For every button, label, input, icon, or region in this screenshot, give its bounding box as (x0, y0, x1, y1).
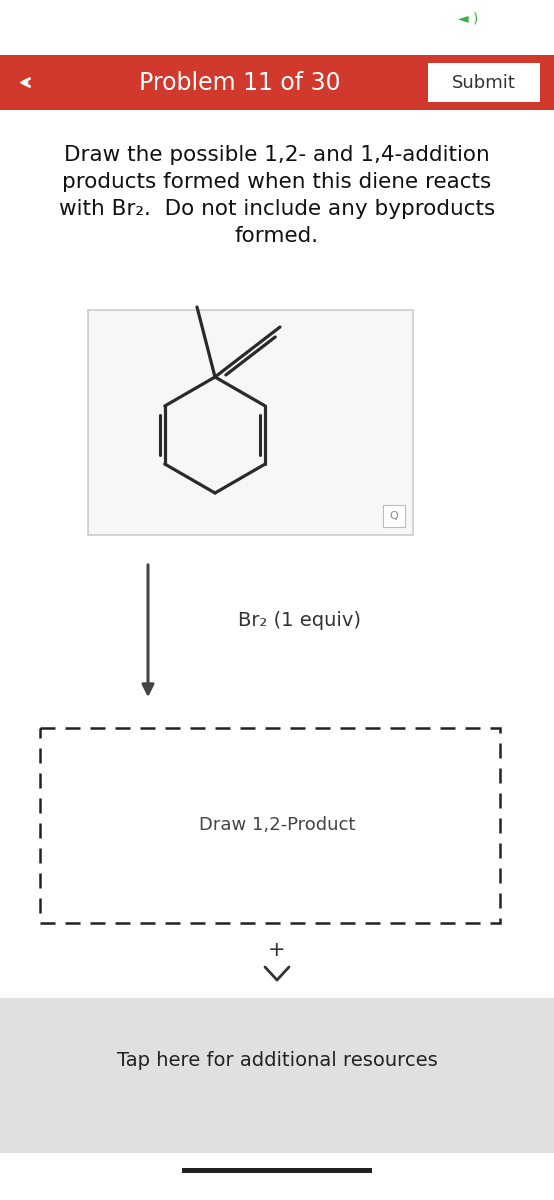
Bar (383, 505, 405, 527)
Text: with Br₂.  Do not include any byproducts: with Br₂. Do not include any byproducts (59, 199, 495, 218)
Text: Submit: Submit (452, 73, 516, 91)
Text: ◄ ): ◄ ) (458, 11, 478, 25)
Text: Br₂ (1 equiv): Br₂ (1 equiv) (239, 611, 362, 630)
Text: formed.: formed. (235, 226, 319, 246)
Bar (0, 998, 554, 1153)
Text: Problem 11 of 30: Problem 11 of 30 (139, 71, 341, 95)
Bar (182, 1168, 372, 1174)
Text: Tap here for additional resources: Tap here for additional resources (117, 1050, 437, 1069)
Text: Draw 1,2-Product: Draw 1,2-Product (199, 816, 355, 834)
Text: Q: Q (389, 511, 398, 521)
Bar (428, 62, 540, 102)
Text: Draw the possible 1,2- and 1,4-addition: Draw the possible 1,2- and 1,4-addition (64, 145, 490, 164)
Text: +: + (268, 940, 286, 960)
Bar (0, 55, 554, 110)
Bar (40, 728, 500, 923)
Text: products formed when this diene reacts: products formed when this diene reacts (63, 172, 491, 192)
Bar (88, 310, 413, 535)
